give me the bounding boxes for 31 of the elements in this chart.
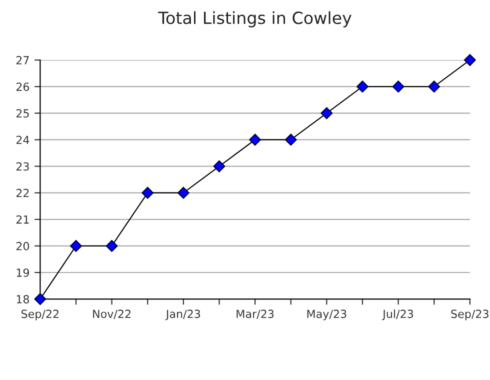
- point: [284, 134, 297, 146]
- x-tick-label: Nov/22: [93, 310, 130, 319]
- x-tick-label: Sep/22: [22, 310, 58, 320]
- y-tick-label: 27: [16, 56, 29, 64]
- y-tick-label: 19: [16, 268, 29, 277]
- point: [249, 134, 261, 146]
- point: [392, 80, 404, 93]
- chart-title: Total Listings in Cowley: [158, 11, 352, 28]
- y-tick-label: 22: [16, 188, 29, 198]
- y-tick-label: 23: [16, 162, 29, 171]
- point: [142, 186, 154, 199]
- point: [464, 54, 476, 66]
- point: [428, 80, 440, 93]
- x-tick-label: Mar/23: [236, 310, 274, 319]
- point: [34, 293, 46, 306]
- point: [356, 80, 368, 93]
- point: [320, 107, 333, 120]
- y-tick-label: 25: [16, 109, 29, 118]
- y-tick-label: 26: [16, 82, 30, 91]
- x-tick-label: May/23: [307, 310, 346, 320]
- y-tick-label: 20: [16, 242, 30, 250]
- x-tick-label: Jul/23: [382, 309, 414, 320]
- y-tick-label: 24: [16, 136, 30, 144]
- point: [106, 240, 118, 252]
- y-tick-label: 21: [16, 215, 29, 224]
- point: [70, 240, 82, 252]
- y-tick-label: 18: [16, 295, 30, 304]
- point: [177, 186, 190, 199]
- point: [213, 160, 226, 172]
- x-tick-label: Jan/23: [165, 310, 200, 320]
- x-tick-label: Sep/23: [451, 310, 488, 320]
